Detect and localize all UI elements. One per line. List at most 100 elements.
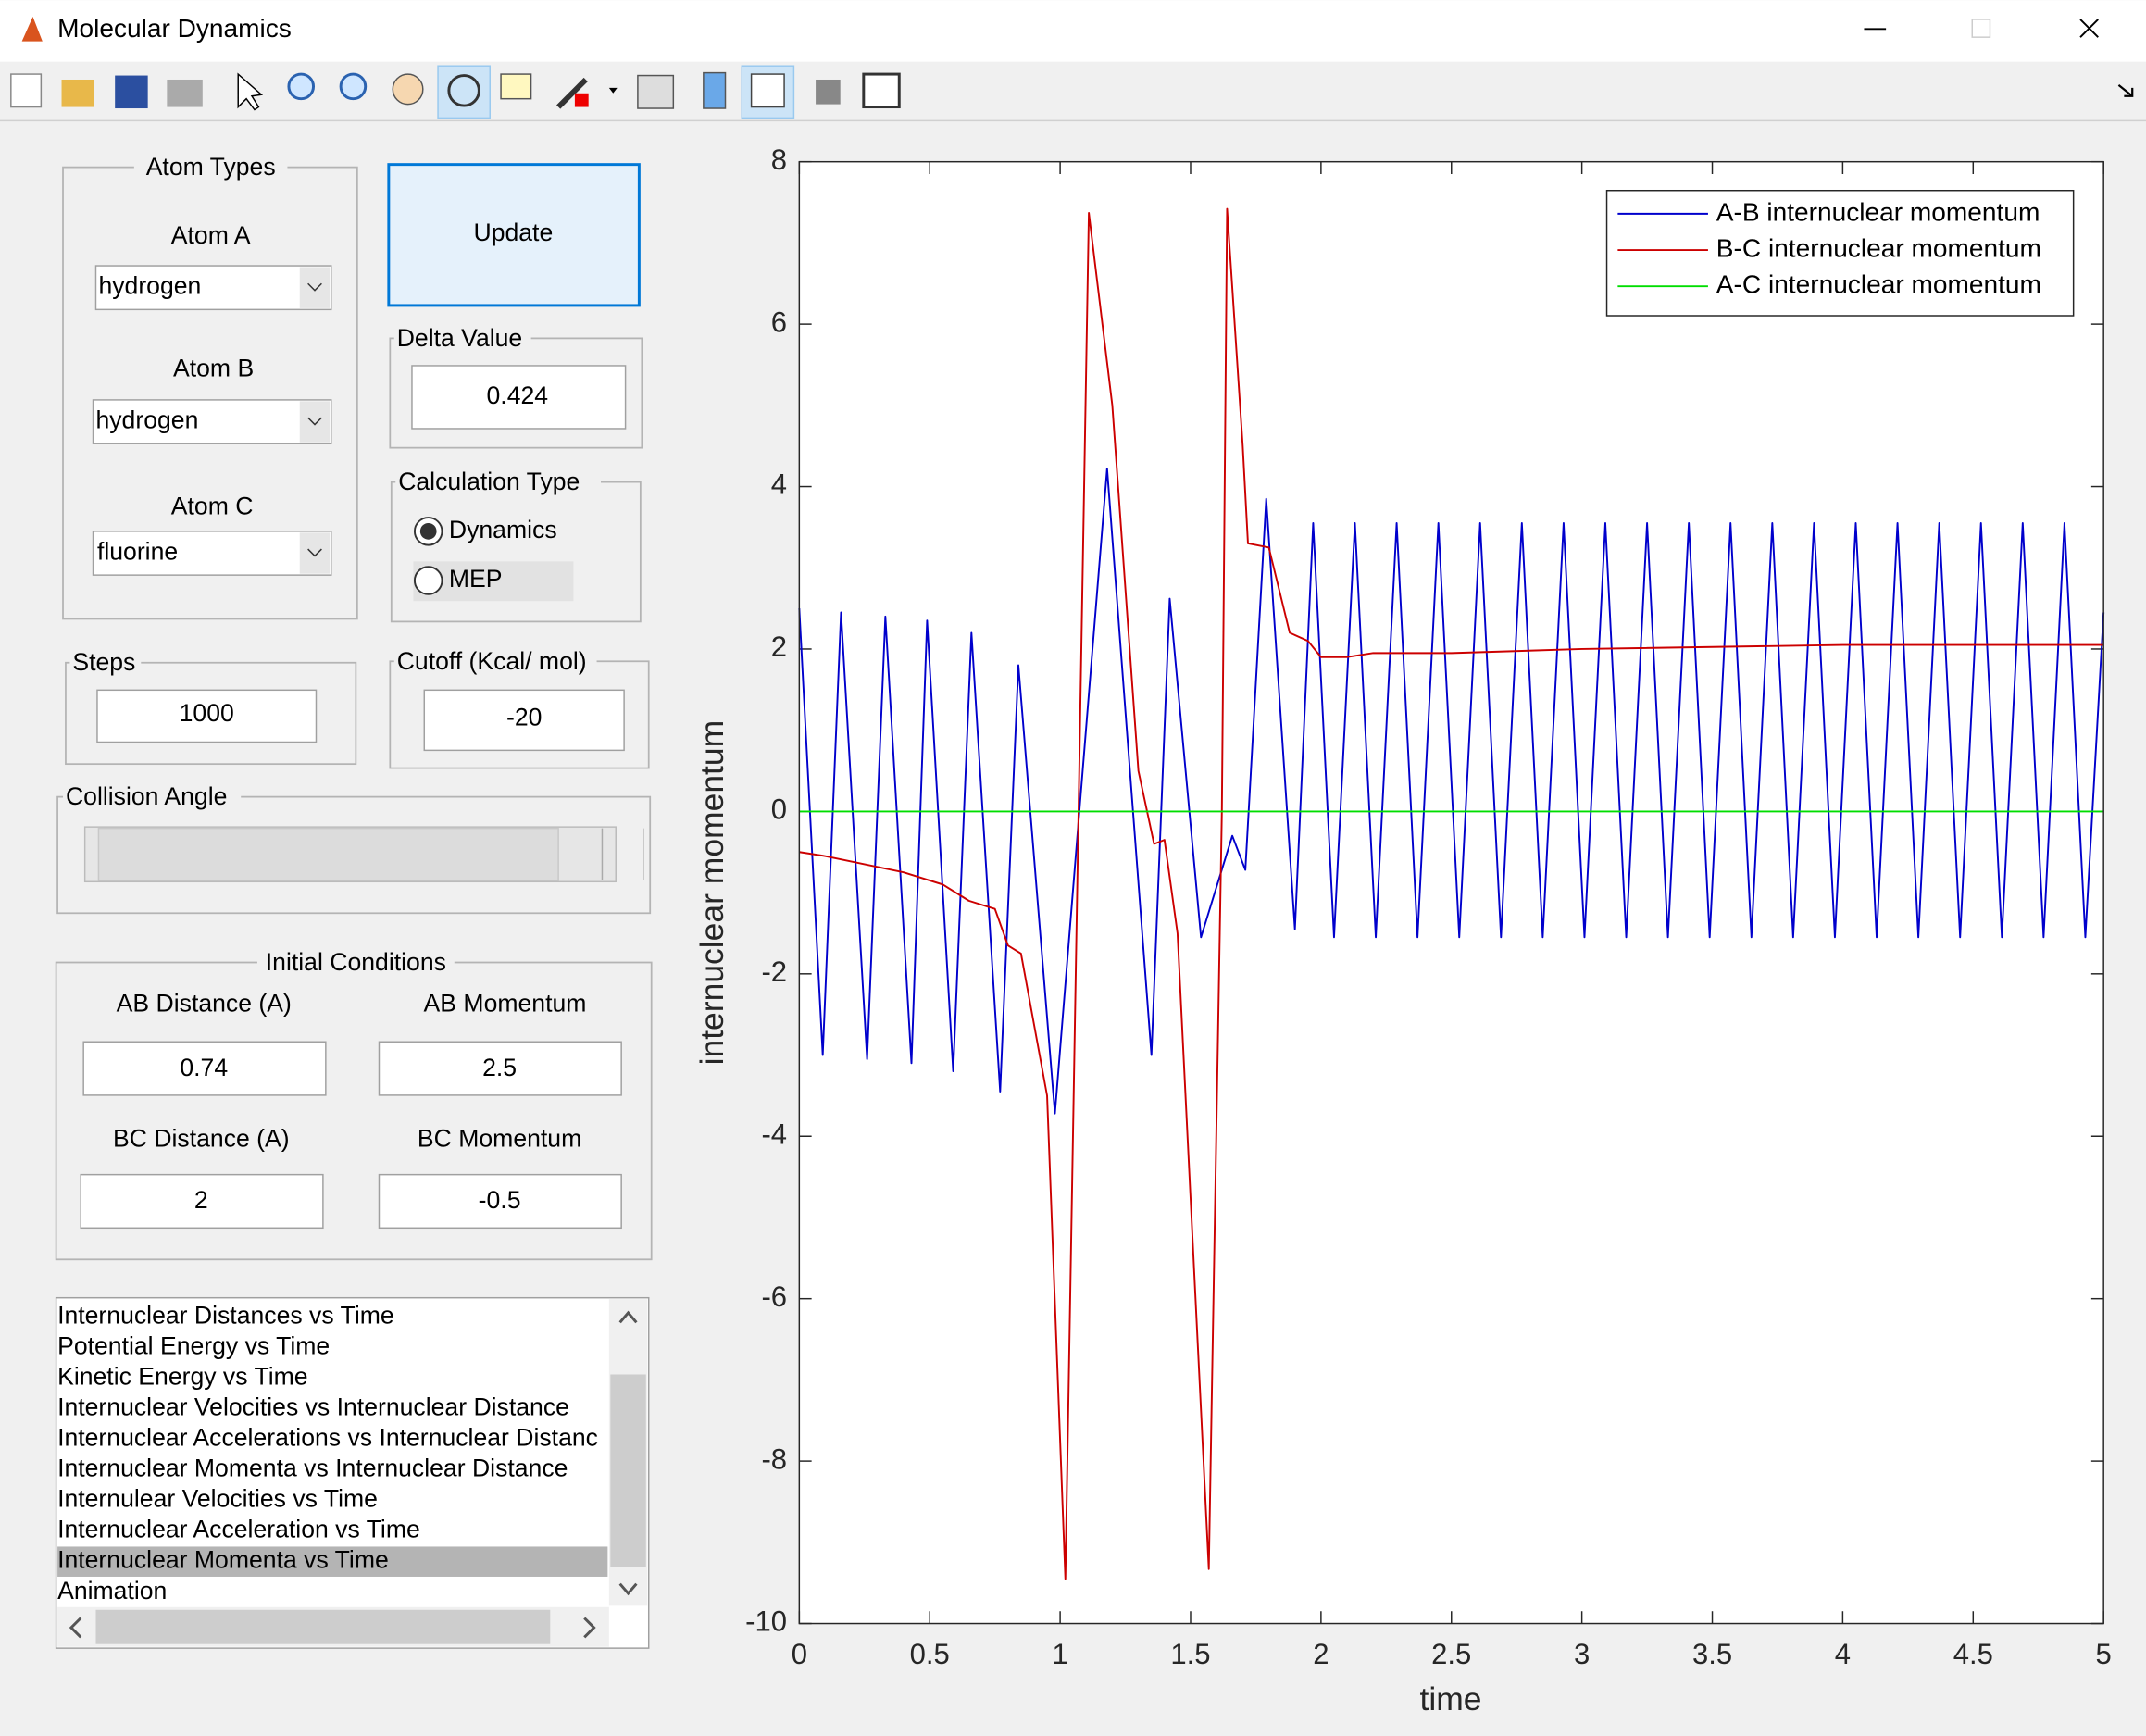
panel-title: Cutoff (Kcal/ mol) — [397, 647, 587, 675]
field-input[interactable] — [82, 1041, 327, 1096]
close-button[interactable] — [2079, 19, 2099, 38]
show-tools-button[interactable] — [862, 72, 901, 109]
series-line — [799, 207, 2104, 1580]
zoom-out-button[interactable] — [339, 72, 368, 101]
y-tick-label: -8 — [761, 1443, 787, 1475]
field-value: 2 — [194, 1186, 208, 1214]
field-value: -0.5 — [479, 1186, 521, 1214]
update-button[interactable] — [387, 163, 641, 307]
rotate-button[interactable] — [437, 65, 491, 119]
new-button[interactable] — [10, 73, 43, 108]
y-tick-label: -2 — [761, 955, 787, 988]
zoom-in-button[interactable] — [287, 72, 316, 101]
list-item[interactable]: Internulear Velocities vs Time — [57, 1485, 378, 1513]
steps-input[interactable] — [96, 689, 318, 743]
delta-value: 0.424 — [487, 381, 549, 409]
radio-label: Dynamics — [449, 516, 557, 543]
steps-value: 1000 — [180, 699, 234, 727]
list-item[interactable]: Potential Energy vs Time — [57, 1331, 330, 1359]
plot-listbox[interactable] — [55, 1296, 650, 1649]
scroll-right[interactable] — [583, 1617, 596, 1639]
list-item[interactable]: Internuclear Accelerations vs Internucle… — [57, 1424, 598, 1452]
dropdown-arrow[interactable] — [299, 401, 331, 443]
atom-dropdown[interactable] — [94, 265, 332, 311]
scroll-down[interactable] — [618, 1582, 638, 1596]
h-scroll-thumb[interactable] — [95, 1609, 551, 1644]
y-tick-label: -6 — [761, 1280, 787, 1313]
panel-title: Calculation Type — [398, 468, 580, 495]
steps-panel — [65, 661, 357, 766]
list-selection — [57, 1546, 608, 1577]
y-tick-label: 2 — [771, 631, 787, 663]
legend: A-B internuclear momentum B-C internuclea… — [1605, 189, 2075, 317]
radio-button[interactable] — [413, 566, 443, 595]
y-tick-label: 6 — [771, 306, 787, 338]
hide-tools-button[interactable] — [816, 79, 841, 105]
radio-dot — [419, 522, 437, 540]
y-tick-label: 0 — [771, 793, 787, 826]
field-input[interactable] — [80, 1173, 324, 1230]
rotate-icon — [447, 74, 480, 107]
print-button[interactable] — [167, 79, 203, 107]
list-item[interactable]: Internuclear Momenta vs Internuclear Dis… — [57, 1455, 568, 1482]
list-item[interactable]: Animation — [57, 1577, 167, 1605]
datatip-button[interactable] — [500, 73, 532, 100]
dock-button[interactable] — [2117, 84, 2134, 97]
list-item[interactable]: Internuclear Momenta vs Time — [57, 1546, 389, 1574]
colorbar-button[interactable] — [703, 71, 727, 109]
pointer-button[interactable] — [237, 72, 264, 111]
x-tick-label: 4.5 — [1953, 1638, 1993, 1670]
y-tick-label: 8 — [771, 144, 787, 176]
open-button[interactable] — [61, 79, 95, 107]
panel-title-bg — [393, 324, 531, 353]
legend-box — [1605, 189, 2075, 317]
x-tick-label: 3.5 — [1692, 1638, 1732, 1670]
list-items: Internuclear Distances vs TimePotential … — [57, 1301, 608, 1605]
field-label: AB Distance (A) — [117, 989, 292, 1017]
app-icon — [21, 16, 43, 42]
atom-value: hydrogen — [95, 406, 198, 434]
dropdown-arrow[interactable] — [299, 532, 331, 574]
maximize-button[interactable] — [1971, 19, 1991, 38]
list-item[interactable]: Internuclear Velocities vs Internuclear … — [57, 1393, 569, 1421]
scroll-left[interactable] — [69, 1617, 82, 1639]
field-label: AB Momentum — [424, 989, 587, 1017]
scroll-up[interactable] — [618, 1310, 638, 1324]
arrow-glyph — [307, 417, 322, 426]
slider-thumb[interactable] — [97, 827, 559, 881]
series-line — [798, 468, 2105, 1115]
field-value: 2.5 — [482, 1054, 517, 1081]
list-item[interactable]: Kinetic Energy vs Time — [57, 1362, 307, 1390]
atom-dropdown[interactable] — [92, 399, 332, 444]
legend-label: A-C internuclear momentum — [1716, 270, 2041, 299]
cutoff-input[interactable] — [423, 689, 625, 752]
pan-button[interactable] — [392, 73, 424, 106]
panel-title: Atom Types — [146, 153, 276, 181]
brush-button[interactable] — [556, 77, 588, 109]
atom-dropdown[interactable] — [92, 531, 332, 576]
dropdown-arrow[interactable] — [299, 267, 331, 308]
collision-angle-panel — [56, 795, 652, 915]
y-tick-label: -4 — [761, 1118, 787, 1150]
list-item[interactable]: Internuclear Distances vs Time — [57, 1301, 394, 1329]
field-value: 0.74 — [180, 1054, 228, 1081]
atom-label: Atom A — [171, 221, 251, 249]
legend-label: B-C internuclear momentum — [1716, 233, 2041, 262]
v-scroll-thumb[interactable] — [610, 1374, 646, 1567]
panel-title: Initial Conditions — [266, 948, 446, 976]
y-axis-label: internuclear momentum — [693, 720, 730, 1066]
field-input[interactable] — [378, 1041, 622, 1096]
delta-input[interactable] — [411, 365, 627, 430]
link-button[interactable] — [637, 74, 675, 109]
panel-title: Steps — [72, 648, 135, 676]
save-button[interactable] — [115, 75, 148, 109]
panel-title-bg — [63, 782, 242, 811]
atom-value: hydrogen — [98, 272, 201, 300]
legend-label: A-B internuclear momentum — [1716, 197, 2040, 226]
list-item[interactable]: Internuclear Acceleration vs Time — [57, 1516, 420, 1543]
brush-menu[interactable] — [608, 87, 618, 94]
radio-group: Dynamics MEP — [413, 516, 557, 595]
field-input[interactable] — [378, 1173, 622, 1230]
